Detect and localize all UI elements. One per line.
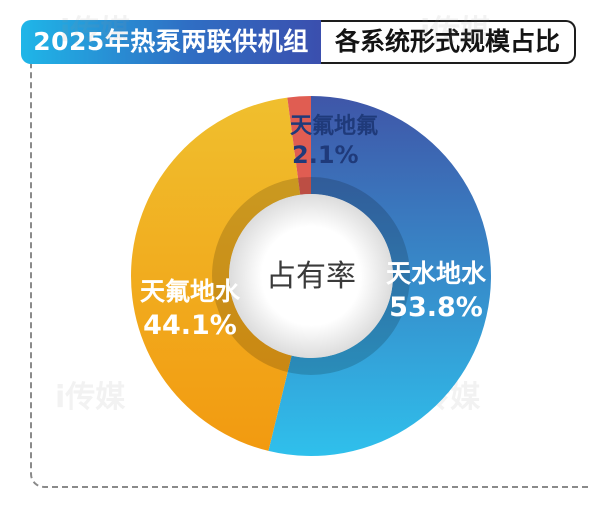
slice-name-label: 天氟地水 [140,277,241,306]
center-label: 占有率 [266,259,356,294]
watermark-bottom-left: i传媒 [55,380,126,415]
slice-name-label: 天氟地氟 [290,113,378,139]
slice-value-label: 44.1% [143,310,237,341]
slice-value-label: 53.8% [389,292,483,323]
slice-0 [268,96,491,457]
center-disc [229,194,393,358]
slice-value-label: 2.1% [292,141,359,169]
slice-name-label: 天水地水 [386,259,487,288]
header-title-right: 各系统形式规模占比 [321,20,576,64]
chart-header: 2025年热泵两联供机组 各系统形式规模占比 [21,20,581,66]
slice-1 [131,97,301,451]
inner-shadow-ring [212,177,410,375]
watermark-top-right: i传媒 [420,14,491,49]
header-title-left: 2025年热泵两联供机组 [21,20,321,64]
slice-2 [287,96,311,195]
chart-frame [30,58,590,488]
watermark-top-left: i传媒 [60,14,131,49]
